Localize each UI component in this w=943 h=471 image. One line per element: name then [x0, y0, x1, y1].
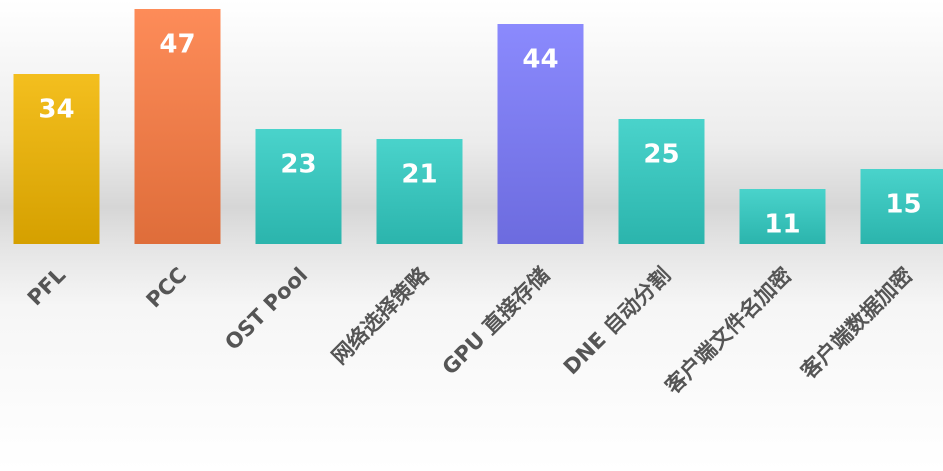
value-label: 15	[885, 190, 921, 220]
bar-shade	[134, 9, 221, 244]
value-label: 34	[38, 95, 74, 125]
bar-shade	[860, 169, 943, 244]
value-label: 11	[764, 210, 800, 240]
value-label: 44	[522, 45, 558, 75]
bar-shade	[497, 24, 584, 244]
value-label: 21	[401, 160, 437, 190]
bar-shade	[376, 139, 463, 244]
bar-shade	[255, 129, 342, 244]
value-label: 25	[643, 140, 679, 170]
bar-shade	[13, 74, 100, 244]
value-label: 47	[159, 30, 195, 60]
bar-shade	[618, 119, 705, 244]
bar-shade	[739, 189, 826, 244]
value-label: 23	[280, 150, 316, 180]
